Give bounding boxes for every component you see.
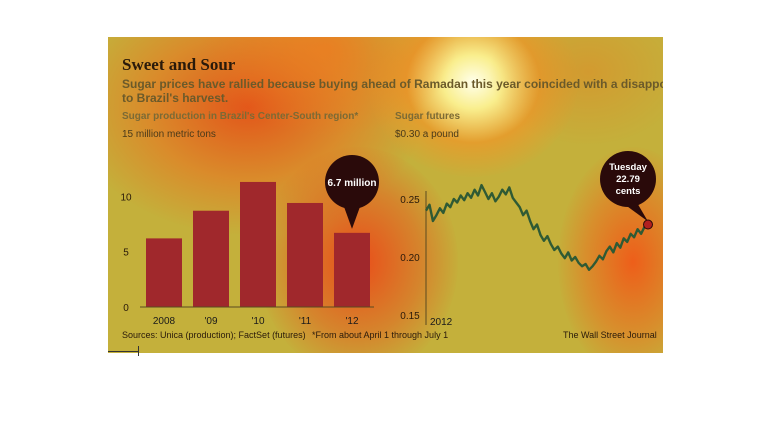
- bar-y-tick-label: 10: [120, 192, 132, 203]
- stray-axis-tick: [138, 346, 139, 356]
- credit: The Wall Street Journal: [563, 330, 657, 340]
- footnote: *From about April 1 through July 1: [312, 330, 449, 340]
- subtitle-line-1: Sugar prices have rallied because buying…: [122, 77, 663, 91]
- bar-x-tick-label: 2008: [153, 316, 176, 327]
- bar-x-tick-label: '12: [345, 316, 358, 327]
- line-x-label: 2012: [430, 317, 453, 328]
- bar: [287, 202, 323, 307]
- chart-title: Sweet and Sour: [122, 55, 236, 74]
- stray-axis-tick: [108, 351, 138, 352]
- callout-pointer: [620, 201, 648, 222]
- sources-note: Sources: Unica (production); FactSet (fu…: [122, 330, 306, 340]
- callout-pointer: [343, 204, 361, 229]
- bar: [240, 181, 276, 307]
- bar-y-tick-label: 5: [123, 248, 129, 259]
- bar-unit-label: 15 million metric tons: [122, 129, 216, 140]
- bar: [146, 238, 182, 307]
- subtitle-line-2: to Brazil's harvest.: [122, 91, 229, 105]
- chart-graphic: Sweet and Sour Sugar prices have rallied…: [108, 37, 663, 353]
- line-y-tick-label: 0.25: [400, 195, 420, 206]
- line-panel-title: Sugar futures: [395, 111, 461, 122]
- callout-label: Tuesday: [609, 162, 648, 173]
- callout-label: cents: [616, 186, 641, 197]
- bar-x-tick-label: '10: [251, 316, 264, 327]
- callout-bubble: [325, 155, 379, 209]
- callout-label: 6.7 million: [328, 178, 377, 189]
- line-y-tick-label: 0.20: [400, 253, 420, 264]
- line-y-tick-label: 0.15: [400, 311, 420, 322]
- price-line: [424, 183, 649, 271]
- callout-bubble: [600, 151, 656, 207]
- bar: [193, 210, 229, 307]
- line-unit-label: $0.30 a pound: [395, 129, 459, 140]
- bar-y-tick-label: 0: [123, 303, 129, 314]
- bar-chart: 0 5 10 2008 '09 '10 '11 '12 6.7 million: [120, 155, 379, 327]
- callout-label: 22.79: [616, 174, 640, 185]
- bar-x-tick-label: '11: [299, 316, 312, 327]
- end-point-marker: [643, 219, 653, 230]
- bar: [334, 232, 370, 307]
- bar-panel-title: Sugar production in Brazil's Center-Sout…: [122, 111, 359, 122]
- bar-x-tick-label: '09: [204, 316, 217, 327]
